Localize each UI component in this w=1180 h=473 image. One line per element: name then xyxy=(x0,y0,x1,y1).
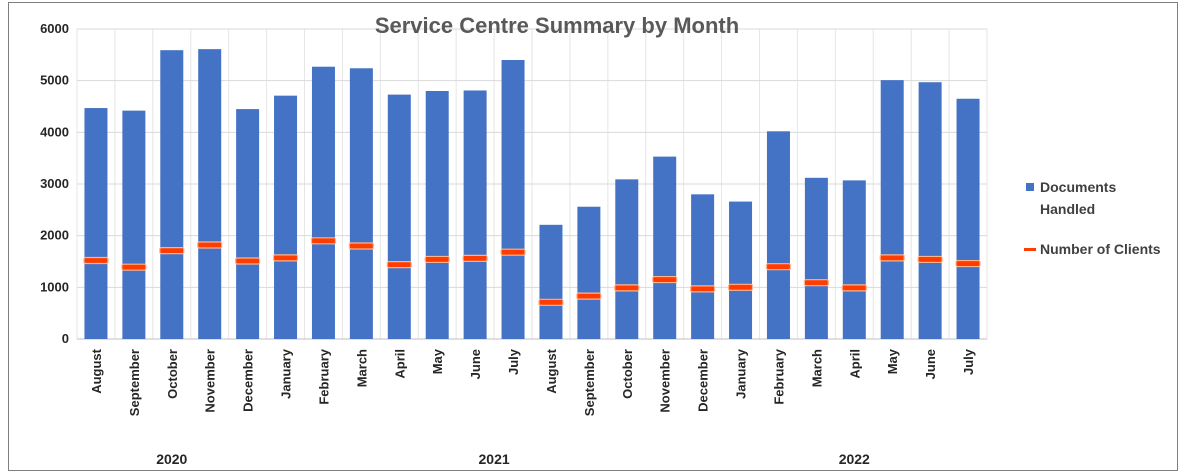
x-tick-label: October xyxy=(620,349,635,399)
clients-marker xyxy=(348,242,374,250)
clients-marker xyxy=(690,285,716,293)
documents-bar xyxy=(691,194,715,339)
y-tick-label: 2000 xyxy=(40,228,69,243)
x-tick-label: April xyxy=(847,349,862,379)
documents-bar xyxy=(615,179,639,339)
documents-bar xyxy=(311,66,335,339)
documents-bar xyxy=(236,109,260,339)
documents-bar xyxy=(539,224,563,339)
y-tick-label: 4000 xyxy=(40,124,69,139)
year-label: 2022 xyxy=(839,451,870,467)
documents-bar xyxy=(804,177,828,339)
documents-bar xyxy=(198,49,222,340)
documents-bars xyxy=(84,49,980,340)
clients-marker xyxy=(652,275,678,284)
x-tick-label: June xyxy=(468,349,483,379)
legend-swatch-documents xyxy=(1026,183,1034,191)
x-tick-label: July xyxy=(961,348,976,375)
x-tick-label: March xyxy=(809,349,824,387)
x-tick-label: February xyxy=(316,348,331,404)
documents-bar xyxy=(766,131,790,339)
clients-marker xyxy=(955,259,981,268)
documents-bar xyxy=(122,110,146,339)
clients-marker xyxy=(386,261,412,269)
clients-marker xyxy=(462,254,488,262)
x-tick-label: August xyxy=(544,348,559,393)
documents-bar xyxy=(463,90,487,339)
y-tick-label: 6000 xyxy=(40,21,69,36)
y-axis-ticks: 0 1000 2000 3000 4000 5000 6000 xyxy=(40,21,69,346)
clients-marker xyxy=(765,263,792,271)
clients-marker xyxy=(917,255,943,264)
x-tick-label: July xyxy=(506,348,521,375)
x-tick-label: March xyxy=(354,349,369,387)
y-tick-label: 5000 xyxy=(40,73,69,88)
y-tick-label: 1000 xyxy=(40,279,69,294)
service-centre-chart: 0 1000 2000 3000 4000 5000 6000 August Septembe… xyxy=(40,13,1161,467)
x-tick-label: May xyxy=(885,348,900,374)
clients-marker xyxy=(197,241,223,249)
clients-marker xyxy=(538,298,564,306)
legend-swatch-clients xyxy=(1024,248,1036,251)
x-tick-label: August xyxy=(89,348,104,393)
x-tick-label: December xyxy=(696,349,711,412)
clients-marker xyxy=(614,284,640,292)
x-tick-label: April xyxy=(392,349,407,379)
clients-marker xyxy=(159,247,185,255)
clients-markers xyxy=(83,237,981,306)
x-tick-label: January xyxy=(734,348,749,399)
clients-marker xyxy=(576,292,602,300)
year-labels: 2020 2021 2022 xyxy=(156,451,870,467)
x-tick-label: June xyxy=(923,349,938,379)
x-tick-label: November xyxy=(203,349,218,413)
clients-marker xyxy=(272,254,299,262)
clients-marker xyxy=(310,237,337,245)
clients-marker xyxy=(121,263,147,271)
documents-bar xyxy=(84,108,108,339)
clients-marker xyxy=(803,279,829,287)
documents-bar xyxy=(501,60,525,339)
documents-bar xyxy=(842,180,866,339)
x-tick-label: January xyxy=(279,348,294,399)
x-tick-label: February xyxy=(771,348,786,404)
chart-frame: 0 1000 2000 3000 4000 5000 6000 August Septembe… xyxy=(8,2,1178,471)
year-label: 2020 xyxy=(156,451,187,467)
documents-bar xyxy=(274,95,298,340)
clients-marker xyxy=(727,283,754,291)
y-tick-label: 3000 xyxy=(40,176,69,191)
legend-label-clients: Number of Clients xyxy=(1040,241,1161,257)
clients-marker xyxy=(841,284,867,292)
clients-marker xyxy=(879,254,905,262)
clients-marker xyxy=(83,256,109,265)
y-tick-label: 0 xyxy=(62,331,69,346)
documents-bar xyxy=(729,201,753,339)
clients-marker xyxy=(235,257,261,265)
documents-bar xyxy=(577,206,601,339)
documents-bar xyxy=(918,82,942,339)
year-label: 2021 xyxy=(479,451,510,467)
x-tick-label: October xyxy=(165,349,180,399)
legend-label-documents: Documents Handled xyxy=(1040,179,1116,217)
x-axis-ticks: August September October November December Ja… xyxy=(89,348,976,416)
x-tick-label: September xyxy=(582,349,597,416)
gridlines xyxy=(76,28,988,340)
documents-bar xyxy=(425,91,449,339)
x-tick-label: September xyxy=(127,349,142,416)
documents-bar xyxy=(387,94,411,339)
clients-marker xyxy=(500,248,526,256)
documents-bar xyxy=(956,98,980,339)
x-tick-label: December xyxy=(241,349,256,412)
documents-bar xyxy=(160,50,184,339)
documents-bar xyxy=(880,80,904,340)
documents-bar xyxy=(653,156,677,339)
x-tick-label: November xyxy=(658,349,673,413)
legend: Documents Handled Number of Clients xyxy=(1024,179,1161,257)
documents-bar xyxy=(349,68,373,340)
chart-title: Service Centre Summary by Month xyxy=(375,13,739,38)
clients-marker xyxy=(424,255,450,264)
x-tick-label: May xyxy=(430,348,445,374)
